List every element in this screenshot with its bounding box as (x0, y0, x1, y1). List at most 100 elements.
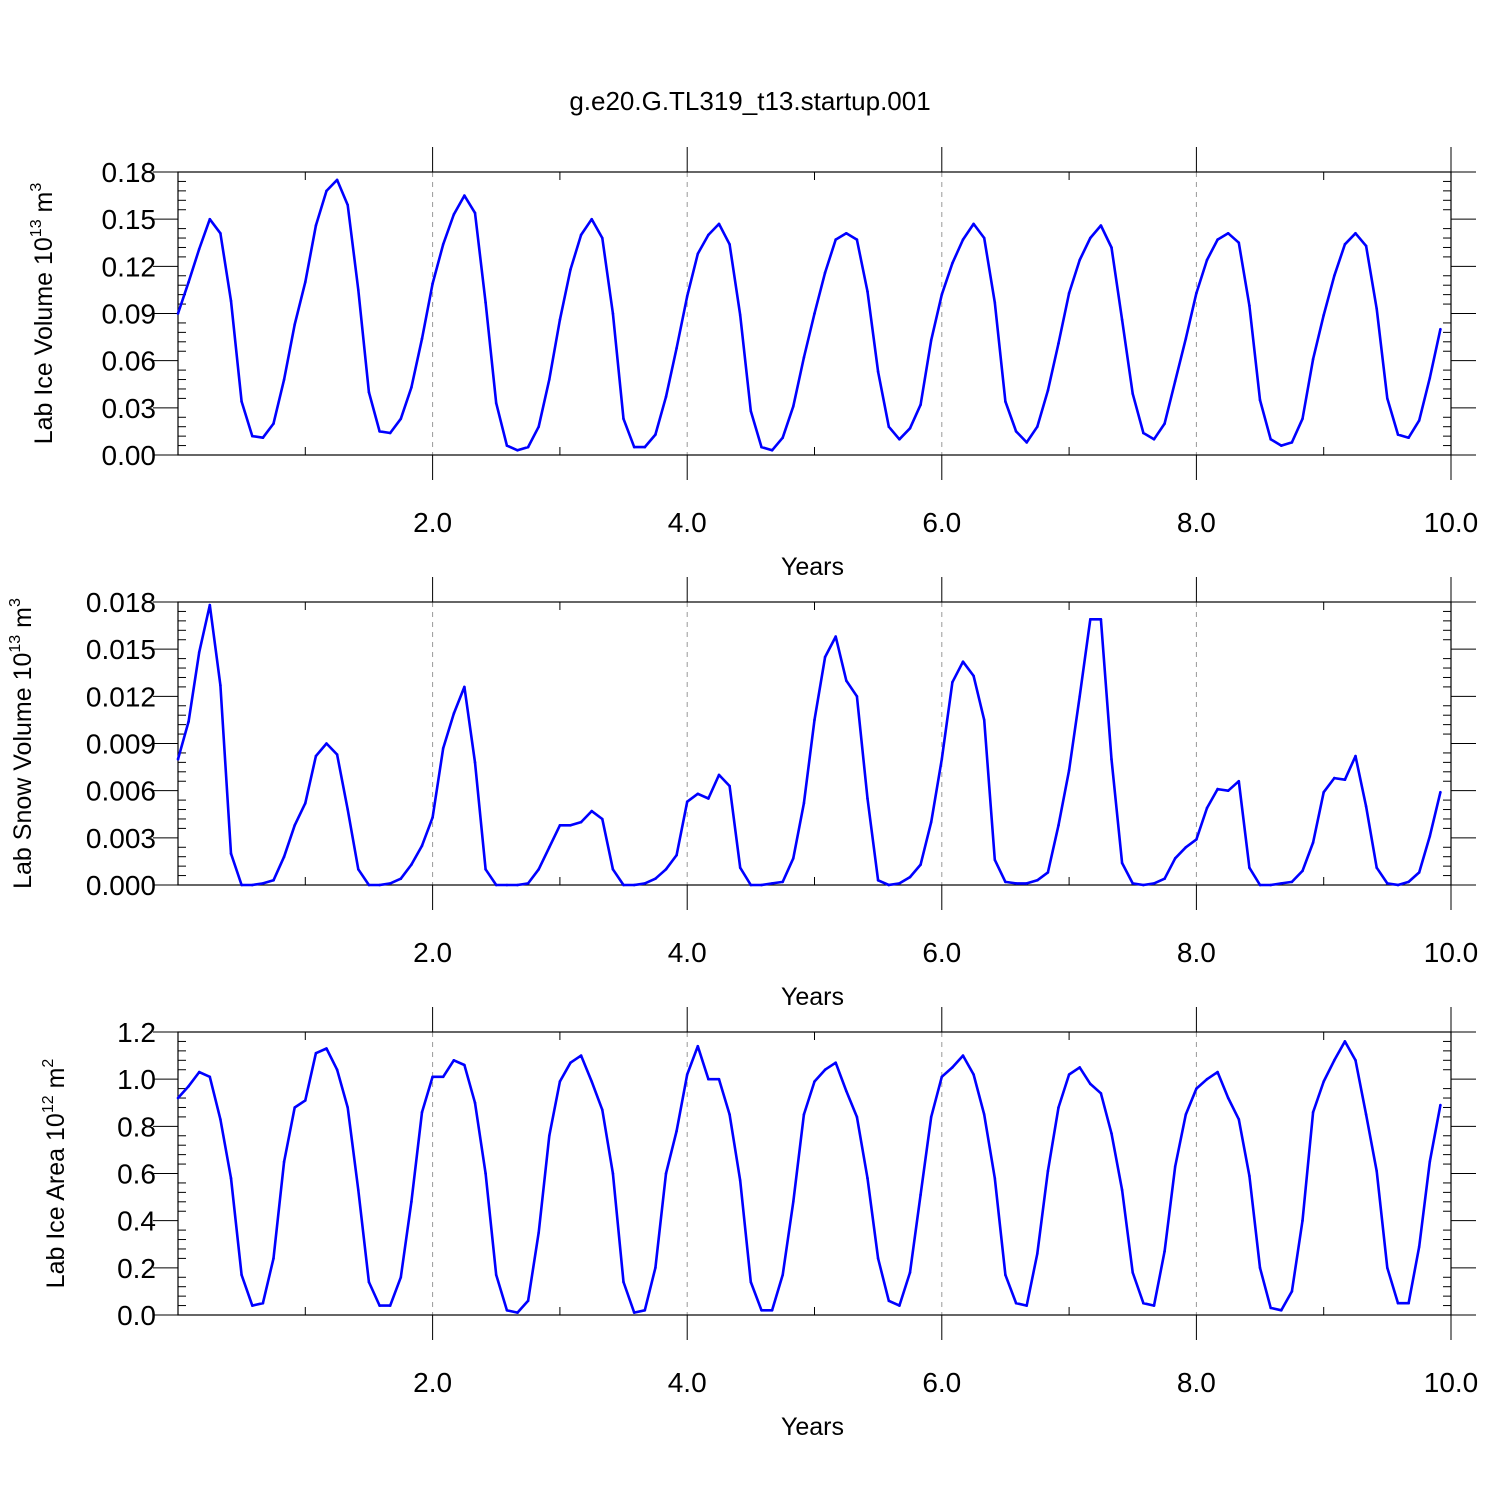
data-point (378, 1304, 381, 1307)
y-tick-label: 0.12 (102, 251, 157, 282)
data-point (622, 1280, 625, 1284)
data-point (399, 877, 403, 880)
y-tick-label: 0.009 (86, 729, 156, 760)
data-point (643, 445, 647, 449)
data-point (632, 1311, 636, 1314)
chart-panel-1: 0.00 0.03 0.06 0.09 0.12 0.15 0.18 2.0 4.0 6.0 8.0… (28, 147, 1478, 581)
data-point (1057, 342, 1060, 345)
data-point (823, 655, 827, 659)
data-point (367, 883, 371, 887)
data-point (1152, 882, 1156, 885)
data-point (929, 820, 933, 824)
plot-frame (177, 1031, 1452, 1316)
figure-title: g.e20.G.TL319_t13.startup.001 (569, 86, 930, 116)
data-point (1163, 1250, 1166, 1253)
data-point (1110, 757, 1113, 761)
data-point (972, 222, 975, 226)
data-point (1322, 1080, 1325, 1083)
data-point (176, 757, 180, 761)
data-point (1311, 841, 1315, 844)
data-point (1269, 883, 1272, 887)
data-point (579, 820, 583, 824)
data-point (961, 660, 965, 663)
data-point (1269, 1306, 1272, 1310)
data-point (314, 754, 318, 758)
data-point (993, 858, 997, 862)
data-point (929, 1115, 933, 1119)
data-point (728, 243, 731, 246)
data-point (982, 236, 986, 240)
data-point (855, 238, 859, 241)
data-point (526, 882, 530, 885)
x-tick-label: 10.0 (1424, 507, 1479, 538)
data-point (1301, 869, 1304, 873)
data-point (1375, 866, 1378, 869)
data-point (261, 436, 265, 440)
y-tick-label: 0.6 (117, 1159, 156, 1190)
data-point (1237, 1118, 1241, 1121)
data-point (441, 1075, 445, 1079)
data-point (346, 1106, 350, 1109)
data-point (473, 211, 477, 215)
data-point (251, 1304, 254, 1307)
data-point (251, 434, 254, 438)
data-point (505, 1309, 509, 1312)
data-point (611, 1172, 615, 1175)
data-point (601, 1108, 604, 1112)
y-axis-label: Lab Ice Volume 1013 m3 (28, 183, 58, 445)
data-point (1301, 417, 1304, 421)
data-point (1046, 871, 1050, 874)
data-point (1343, 778, 1347, 781)
y-tick-label: 0.006 (86, 776, 156, 807)
data-point (1205, 1077, 1209, 1081)
data-point (1099, 1092, 1103, 1095)
data-point (548, 846, 551, 849)
data-point (845, 232, 848, 235)
data-point (685, 1073, 689, 1076)
data-point (1216, 787, 1219, 791)
data-point (834, 238, 837, 241)
data-point (1078, 1066, 1081, 1069)
data-point (749, 883, 753, 887)
x-tick-label: 4.0 (668, 1367, 707, 1398)
data-point (1407, 436, 1410, 440)
data-point (601, 236, 604, 240)
data-point (1333, 776, 1336, 780)
data-point (802, 356, 806, 359)
data-point (675, 346, 678, 350)
data-point (1205, 806, 1209, 810)
plot-frame (177, 601, 1452, 886)
data-point (707, 233, 710, 237)
data-point (1004, 400, 1007, 403)
data-point (463, 1063, 466, 1067)
panels: 0.00 0.03 0.06 0.09 0.12 0.15 0.18 2.0 4.0 6.0 8.0… (7, 147, 1478, 1441)
data-point (1333, 274, 1336, 278)
y-tick-label: 1.0 (117, 1064, 156, 1095)
data-point (792, 857, 795, 860)
data-point (707, 797, 710, 800)
data-point (1025, 882, 1028, 885)
data-point (219, 684, 222, 687)
y-tick-label: 0.015 (86, 634, 156, 665)
data-point (1354, 754, 1357, 758)
data-point (834, 635, 837, 638)
data-point (516, 883, 519, 887)
data-point (1004, 880, 1007, 884)
data-point (961, 1054, 965, 1057)
data-point (1258, 883, 1262, 887)
data-point (654, 877, 657, 880)
data-point (1142, 1301, 1145, 1305)
data-point (473, 761, 477, 764)
data-point (632, 445, 636, 449)
data-point (219, 1118, 222, 1121)
data-point (558, 318, 562, 322)
y-axis-label: Lab Snow Volume 1013 m3 (7, 598, 37, 889)
data-point (272, 422, 275, 425)
data-point (590, 1080, 593, 1083)
data-point (1110, 246, 1113, 249)
data-point (410, 863, 413, 866)
data-point (335, 178, 339, 182)
data-point (845, 1089, 848, 1093)
data-point (855, 1115, 859, 1119)
data-point (940, 1075, 944, 1079)
